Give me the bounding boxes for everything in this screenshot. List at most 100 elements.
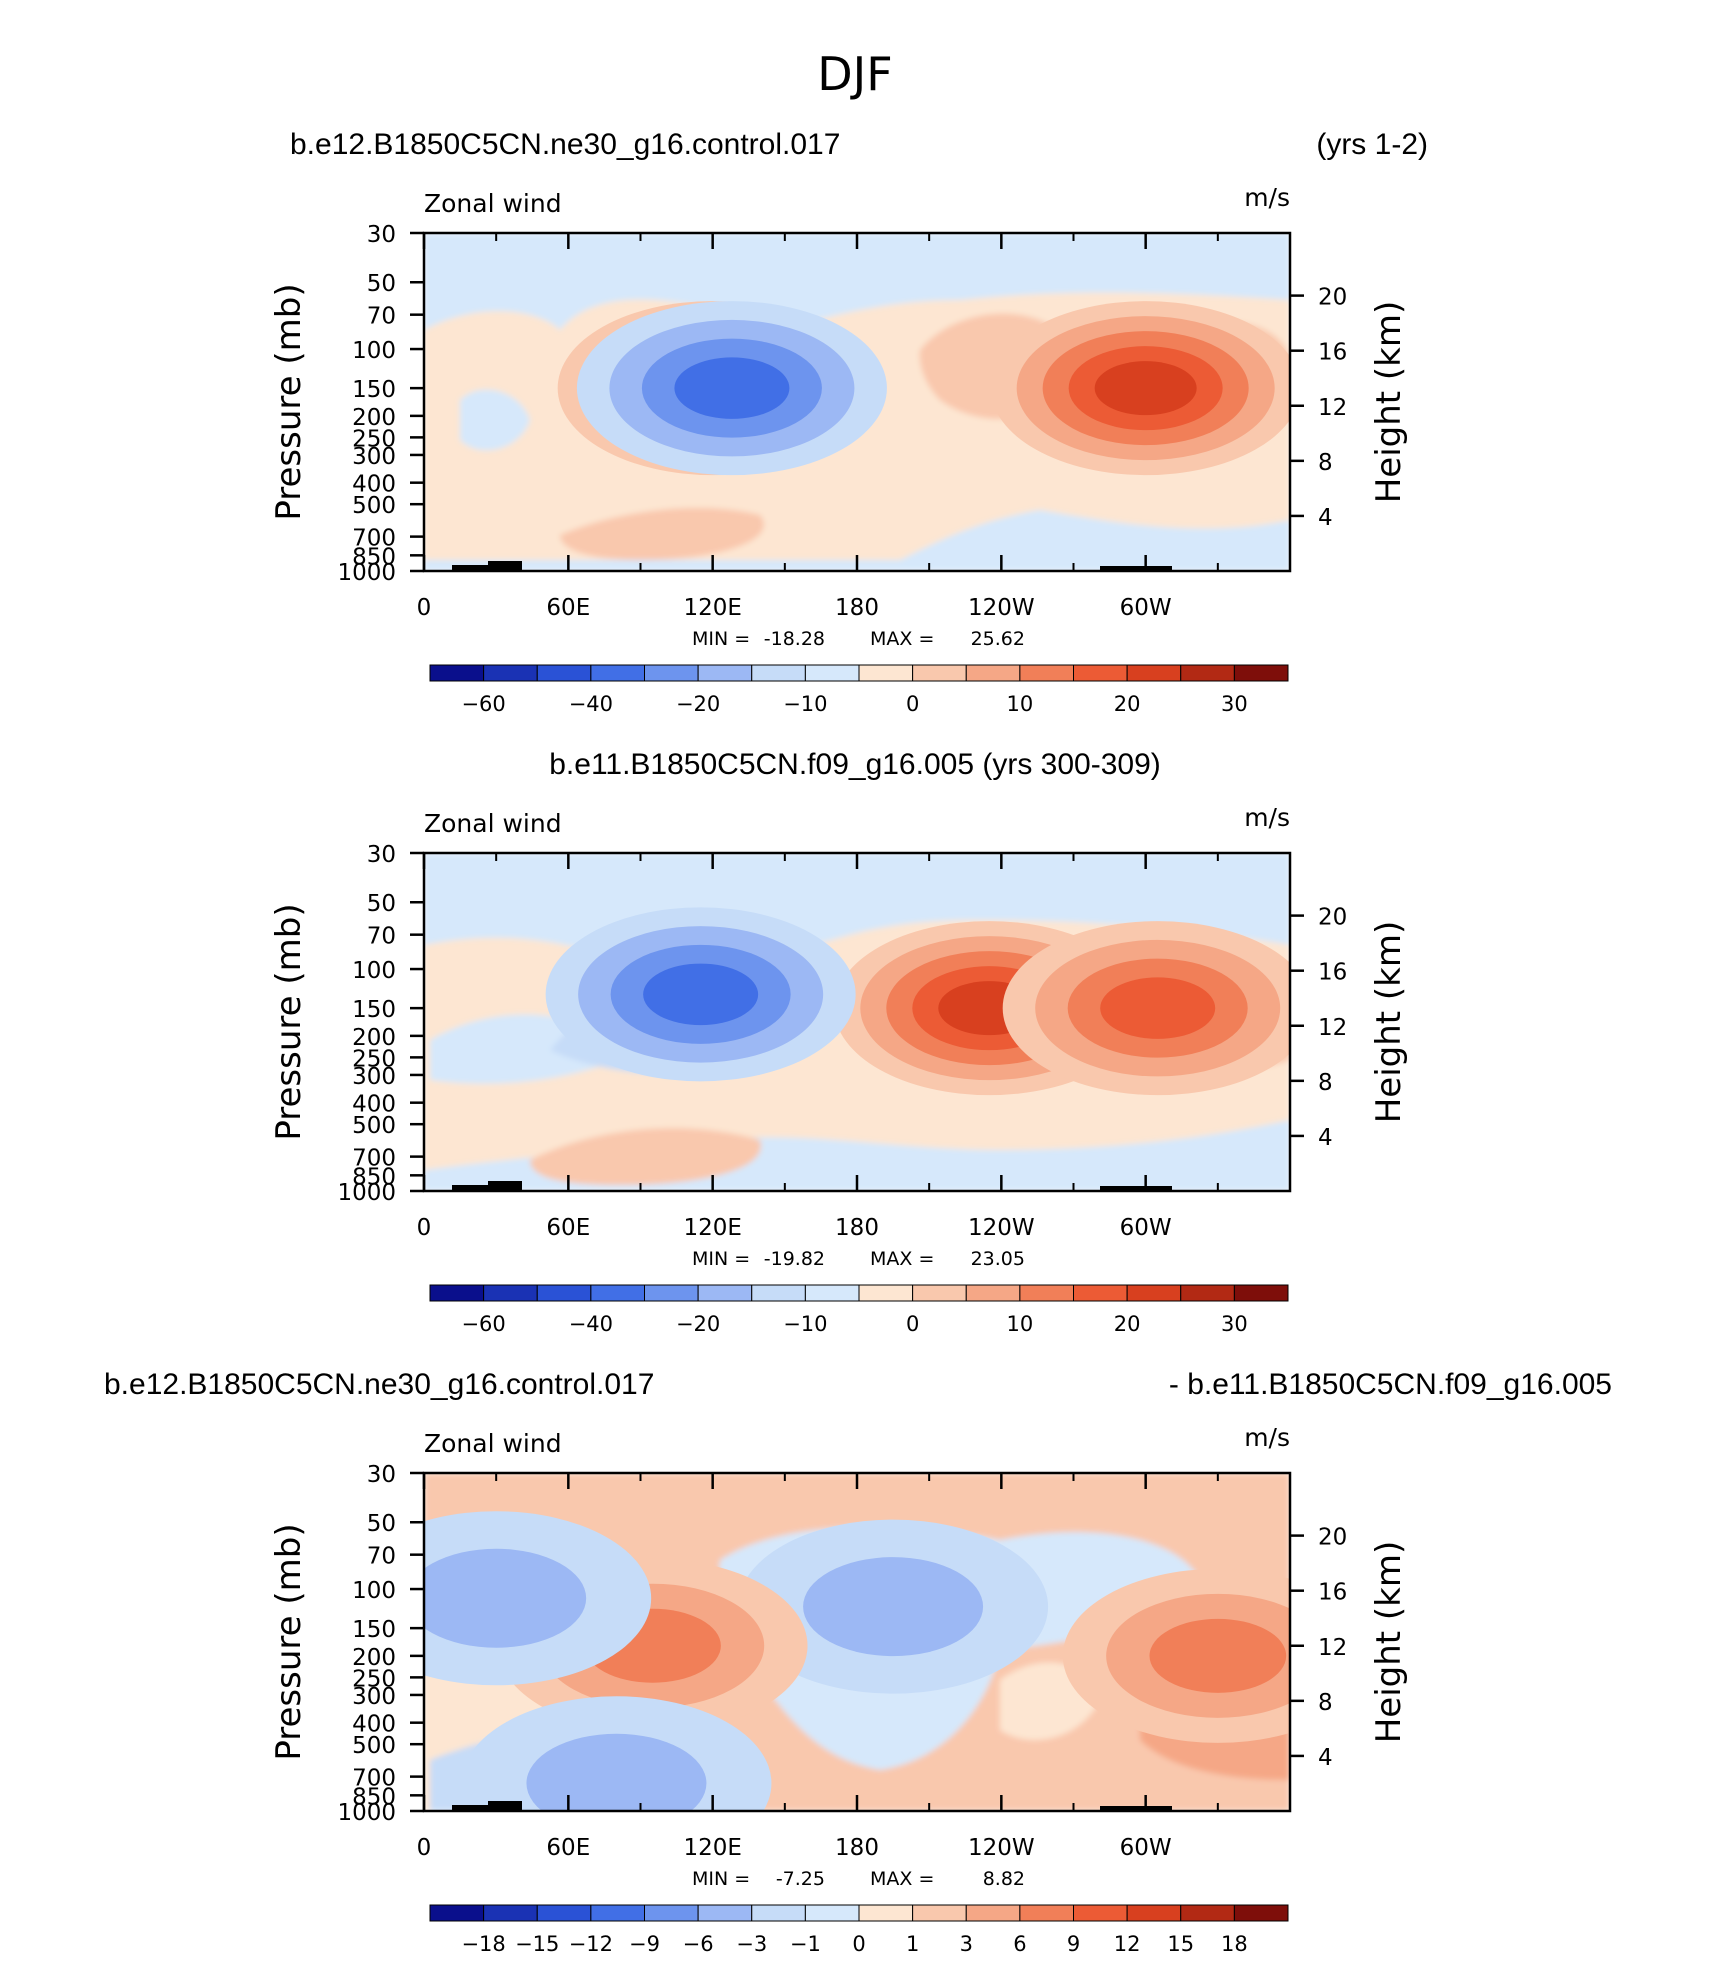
contour-level (526, 1733, 707, 1811)
colorbar-label: 0 (852, 1932, 865, 1956)
min-label: MIN = (692, 628, 750, 650)
x-axis: 0 60E 120E 180 120W 60W (417, 233, 1219, 621)
y-tick-label: 300 (352, 1064, 396, 1090)
orography-block (488, 561, 522, 571)
x-tick-label: 60E (546, 1215, 590, 1241)
x-axis: 0 60E 120E 180 120W 60W (417, 853, 1219, 1241)
y-right-tick-label: 12 (1318, 1015, 1347, 1041)
colorbar-label: −20 (676, 692, 720, 716)
y-tick-label: 850 (352, 1164, 396, 1190)
y-tick-label: 250 (352, 426, 396, 452)
y-tick-label: 200 (352, 1025, 396, 1051)
colorbar-label: −60 (461, 692, 505, 716)
colorbar-label: 20 (1114, 692, 1141, 716)
colorbar-label: 10 (1007, 692, 1034, 716)
y-axis-right: 20 16 12 8 4 (1290, 1525, 1347, 1771)
x-tick-label: 60W (1120, 1215, 1172, 1241)
x-tick-label: 60E (546, 595, 590, 621)
colorbar-swatch (1233, 664, 1289, 682)
field-blob (460, 389, 530, 451)
panel-header-left: b.e12.B1850C5CN.ne30_g16.control.017 (290, 128, 840, 161)
contour-level (424, 1548, 587, 1648)
colorbar-swatch (1233, 1904, 1289, 1922)
y-tick-label: 850 (352, 1784, 396, 1810)
colorbar-swatch (1019, 1284, 1074, 1302)
x-tick-label: 120W (968, 1215, 1035, 1241)
orography (452, 561, 1172, 571)
y-tick-label: 100 (352, 1578, 396, 1604)
colorbar-swatch (1073, 1284, 1128, 1302)
colorbar-label: −1 (790, 1932, 821, 1956)
colorbar-swatch (429, 664, 485, 682)
colorbar-label: −18 (461, 1932, 505, 1956)
y-right-tick-label: 12 (1318, 395, 1347, 421)
max-value: 25.62 (971, 628, 1025, 650)
y-right-tick-label: 20 (1318, 285, 1347, 311)
x-tick-label: 60W (1120, 595, 1172, 621)
y-axis-right-title: Height (km) (1369, 921, 1409, 1124)
colorbar-swatch (858, 1284, 914, 1302)
colorbar-swatch (912, 664, 967, 682)
y-tick-label: 400 (352, 1712, 396, 1738)
colorbar-swatch (1180, 1284, 1235, 1302)
orography-block (488, 1181, 522, 1191)
colorbar-swatch (965, 664, 1021, 682)
y-right-tick-label: 4 (1318, 505, 1333, 531)
min-label: MIN = (692, 1868, 750, 1890)
colorbar: −60 −40 −20 −10 0 10 20 30 (429, 1284, 1289, 1336)
y-tick-label: 70 (367, 1544, 396, 1570)
x-tick-label: 180 (835, 1835, 879, 1861)
y-tick-label: 200 (352, 405, 396, 431)
y-tick-label: 100 (352, 958, 396, 984)
colorbar-label: −12 (569, 1932, 613, 1956)
page-title: DJF (817, 47, 892, 101)
x-tick-label: 120E (683, 1835, 741, 1861)
colorbar-swatch (965, 1904, 1021, 1922)
colorbar-label: −10 (783, 692, 827, 716)
y-tick-label: 500 (352, 1113, 396, 1139)
y-tick-label: 300 (352, 1684, 396, 1710)
colorbar-label: 6 (1013, 1932, 1026, 1956)
colorbar-label: 30 (1221, 1312, 1248, 1336)
colorbar-swatch (644, 1284, 699, 1302)
contour-level (1094, 361, 1197, 416)
x-tick-label: 120E (683, 595, 741, 621)
x-tick-label: 180 (835, 1215, 879, 1241)
y-right-tick-label: 16 (1318, 960, 1347, 986)
max-value: 8.82 (983, 1868, 1025, 1890)
colorbar-label: 0 (906, 1312, 919, 1336)
x-tick-label: 0 (417, 595, 432, 621)
y-tick-label: 150 (352, 1617, 396, 1643)
colorbar-swatch (1233, 1284, 1289, 1302)
y-right-tick-label: 12 (1318, 1635, 1347, 1661)
y-axis-title: Pressure (mb) (269, 1523, 309, 1760)
contour-level (1149, 1618, 1287, 1693)
colorbar-swatch (858, 664, 914, 682)
y-tick-label: 30 (367, 222, 396, 248)
y-tick-label: 50 (367, 271, 396, 297)
x-axis: 0 60E 120E 180 120W 60W (417, 1473, 1219, 1861)
y-tick-label: 500 (352, 493, 396, 519)
panel-header-left: b.e12.B1850C5CN.ne30_g16.control.017 (104, 1368, 654, 1401)
y-tick-label: 70 (367, 924, 396, 950)
colorbar-label: 15 (1167, 1932, 1194, 1956)
colorbar-swatch (1126, 1904, 1182, 1922)
colorbar-swatch (751, 1904, 806, 1922)
colorbar-swatch (429, 1284, 485, 1302)
field-blob (560, 507, 764, 560)
x-tick-label: 180 (835, 595, 879, 621)
colorbar-label: −40 (569, 1312, 613, 1336)
orography-block (1100, 1186, 1172, 1191)
y-right-tick-label: 8 (1318, 450, 1333, 476)
variable-label: Zonal wind (424, 809, 562, 838)
y-axis-right: 20 16 12 8 4 (1290, 285, 1347, 531)
y-tick-label: 300 (352, 444, 396, 470)
y-tick-label: 1000 (337, 1180, 396, 1206)
orography-block (452, 565, 492, 571)
orography (452, 1181, 1172, 1191)
colorbar-swatch (644, 664, 699, 682)
contour-field (424, 853, 1290, 1191)
